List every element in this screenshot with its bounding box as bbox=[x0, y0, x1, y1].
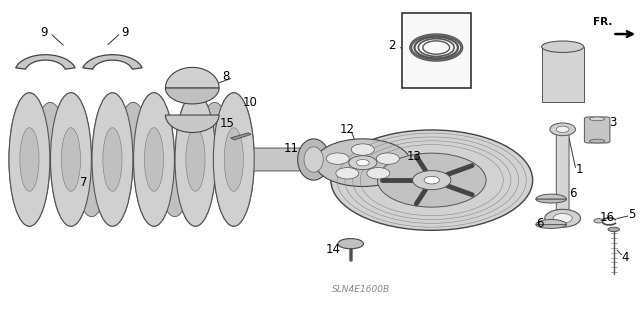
Text: 14: 14 bbox=[325, 242, 340, 256]
Circle shape bbox=[545, 209, 580, 227]
Ellipse shape bbox=[134, 93, 174, 226]
Ellipse shape bbox=[367, 167, 390, 179]
Text: 1: 1 bbox=[575, 163, 583, 176]
Polygon shape bbox=[161, 177, 189, 191]
Ellipse shape bbox=[92, 93, 133, 226]
Text: 11: 11 bbox=[284, 142, 299, 155]
Text: 4: 4 bbox=[621, 250, 629, 263]
Ellipse shape bbox=[326, 153, 349, 164]
Ellipse shape bbox=[92, 93, 133, 226]
Ellipse shape bbox=[134, 93, 174, 226]
Ellipse shape bbox=[37, 102, 63, 160]
Polygon shape bbox=[16, 55, 75, 69]
Text: 2: 2 bbox=[388, 39, 396, 52]
Ellipse shape bbox=[298, 139, 330, 180]
Text: 15: 15 bbox=[220, 117, 235, 130]
Circle shape bbox=[413, 171, 451, 190]
FancyBboxPatch shape bbox=[584, 117, 610, 143]
Text: 9: 9 bbox=[122, 26, 129, 39]
Bar bbox=[402, 13, 470, 88]
Ellipse shape bbox=[186, 128, 205, 191]
Polygon shape bbox=[36, 128, 65, 142]
Text: 9: 9 bbox=[40, 26, 48, 39]
Text: 10: 10 bbox=[243, 96, 257, 109]
Text: 7: 7 bbox=[80, 176, 88, 189]
Circle shape bbox=[349, 156, 377, 170]
Ellipse shape bbox=[589, 117, 605, 121]
Circle shape bbox=[331, 130, 532, 230]
Text: 8: 8 bbox=[222, 70, 229, 84]
Text: FR.: FR. bbox=[593, 17, 612, 27]
Polygon shape bbox=[230, 133, 251, 140]
FancyBboxPatch shape bbox=[556, 133, 569, 222]
Ellipse shape bbox=[145, 128, 164, 191]
Ellipse shape bbox=[120, 102, 146, 160]
Text: 6: 6 bbox=[569, 187, 577, 200]
Ellipse shape bbox=[186, 128, 205, 191]
Ellipse shape bbox=[224, 128, 243, 191]
Ellipse shape bbox=[213, 93, 254, 226]
Ellipse shape bbox=[162, 160, 188, 217]
Ellipse shape bbox=[608, 227, 620, 232]
Polygon shape bbox=[166, 67, 219, 88]
FancyBboxPatch shape bbox=[231, 148, 316, 171]
Polygon shape bbox=[77, 177, 106, 191]
Circle shape bbox=[424, 176, 440, 184]
Ellipse shape bbox=[589, 139, 605, 143]
Circle shape bbox=[550, 123, 575, 136]
Circle shape bbox=[594, 219, 603, 223]
Ellipse shape bbox=[336, 167, 359, 179]
Polygon shape bbox=[536, 219, 566, 225]
Circle shape bbox=[378, 153, 486, 207]
Ellipse shape bbox=[145, 128, 164, 191]
Polygon shape bbox=[536, 194, 566, 199]
Ellipse shape bbox=[103, 128, 122, 191]
Ellipse shape bbox=[351, 144, 374, 155]
Circle shape bbox=[553, 213, 572, 223]
Ellipse shape bbox=[213, 93, 254, 226]
Ellipse shape bbox=[20, 128, 39, 191]
Ellipse shape bbox=[376, 153, 399, 164]
Ellipse shape bbox=[79, 160, 104, 217]
Text: 16: 16 bbox=[600, 211, 615, 224]
Ellipse shape bbox=[9, 93, 50, 226]
Circle shape bbox=[315, 139, 411, 187]
Ellipse shape bbox=[61, 128, 81, 191]
Ellipse shape bbox=[224, 128, 243, 191]
Polygon shape bbox=[536, 199, 566, 203]
Polygon shape bbox=[166, 88, 219, 104]
Ellipse shape bbox=[103, 128, 122, 191]
Ellipse shape bbox=[51, 93, 92, 226]
Polygon shape bbox=[536, 225, 566, 228]
Text: SLN4E1600B: SLN4E1600B bbox=[332, 285, 390, 294]
Ellipse shape bbox=[202, 102, 227, 160]
Ellipse shape bbox=[541, 41, 584, 52]
Text: 5: 5 bbox=[628, 208, 636, 221]
Circle shape bbox=[356, 160, 369, 166]
Polygon shape bbox=[83, 55, 142, 69]
Text: 3: 3 bbox=[609, 115, 616, 129]
Text: 6: 6 bbox=[536, 217, 544, 230]
Polygon shape bbox=[202, 128, 227, 142]
Text: 13: 13 bbox=[407, 150, 422, 163]
Bar bbox=[541, 47, 584, 102]
Ellipse shape bbox=[9, 93, 50, 226]
Polygon shape bbox=[119, 128, 148, 142]
Ellipse shape bbox=[304, 147, 323, 172]
Ellipse shape bbox=[338, 239, 364, 249]
Ellipse shape bbox=[51, 93, 92, 226]
Text: 12: 12 bbox=[339, 123, 355, 136]
Ellipse shape bbox=[175, 93, 216, 226]
Ellipse shape bbox=[61, 128, 81, 191]
Polygon shape bbox=[166, 115, 219, 132]
Circle shape bbox=[556, 126, 569, 132]
Ellipse shape bbox=[20, 128, 39, 191]
Ellipse shape bbox=[175, 93, 216, 226]
